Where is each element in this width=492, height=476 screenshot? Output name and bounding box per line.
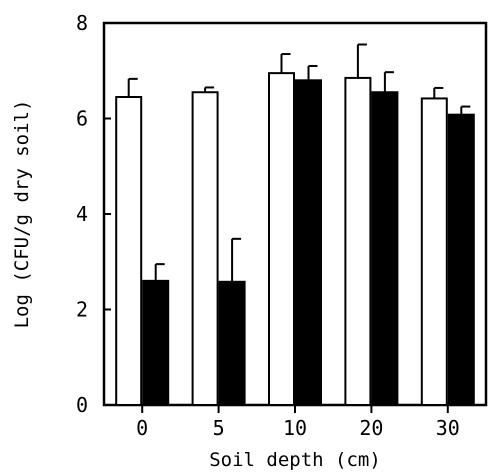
y-tick-label: 8	[76, 11, 88, 35]
x-tick-label: 0	[136, 416, 148, 440]
x-tick-label: 10	[283, 416, 307, 440]
bar-filled	[371, 91, 399, 407]
x-axis: 0 5 10 20 30	[136, 405, 460, 440]
x-tick-label: 5	[213, 416, 225, 440]
y-axis-title: Log (CFU/g dry soil)	[11, 100, 33, 329]
bar-open	[344, 76, 372, 406]
x-tick-label: 20	[359, 416, 383, 440]
bar-filled	[142, 279, 170, 407]
y-tick-label: 4	[76, 202, 88, 226]
bar-open	[268, 72, 295, 406]
bar-open	[191, 91, 219, 407]
y-tick-label: 2	[76, 298, 88, 322]
bar-filled	[218, 280, 246, 406]
y-axis: 0 2 4 6 8	[76, 11, 111, 417]
x-axis-title: Soil depth (cm)	[209, 449, 381, 471]
x-tick-label: 30	[436, 416, 460, 440]
bar-open	[420, 97, 448, 406]
bar-open	[115, 96, 143, 406]
bar-filled	[295, 79, 322, 407]
y-tick-label: 6	[76, 107, 88, 131]
y-tick-label: 0	[76, 393, 88, 417]
bar-filled	[447, 113, 475, 407]
bars-layer	[115, 43, 475, 407]
